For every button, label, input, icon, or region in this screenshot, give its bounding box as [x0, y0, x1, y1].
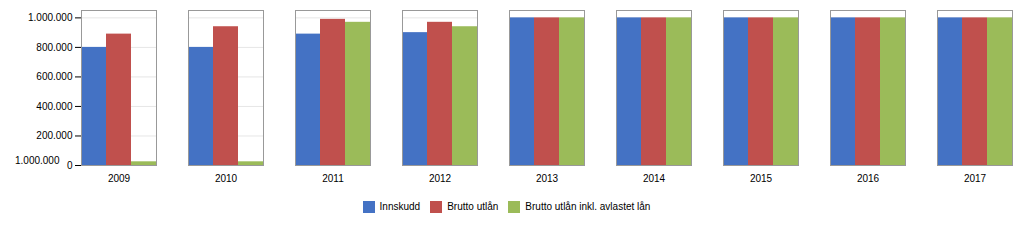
- svg-text:2014: 2014: [643, 173, 666, 184]
- svg-text:400.000: 400.000: [36, 101, 73, 112]
- svg-text:2015: 2015: [750, 173, 773, 184]
- svg-text:1.000.000: 1.000.000: [15, 155, 60, 166]
- svg-text:2011: 2011: [322, 173, 344, 184]
- html-text:Brutto utlån inkl. avlastet lå: Brutto utlån inkl. avlastet lån: [525, 201, 651, 212]
- svg-text:2012: 2012: [429, 173, 452, 184]
- html-text:Innskudd: Innskudd: [379, 201, 421, 212]
- svg-text:2010: 2010: [215, 173, 238, 184]
- svg-text:600.000: 600.000: [36, 71, 73, 82]
- svg-text:200.000: 200.000: [36, 130, 73, 141]
- svg-text:2009: 2009: [108, 173, 131, 184]
- svg-text:800.000: 800.000: [36, 42, 73, 53]
- svg-text:2017: 2017: [964, 173, 987, 184]
- html-text:Brutto utlån: Brutto utlån: [447, 201, 499, 212]
- svg-text:1.000.000: 1.000.000: [28, 12, 73, 23]
- svg-text:0: 0: [67, 160, 73, 171]
- svg-text:2016: 2016: [857, 173, 880, 184]
- svg-text:2013: 2013: [536, 173, 559, 184]
